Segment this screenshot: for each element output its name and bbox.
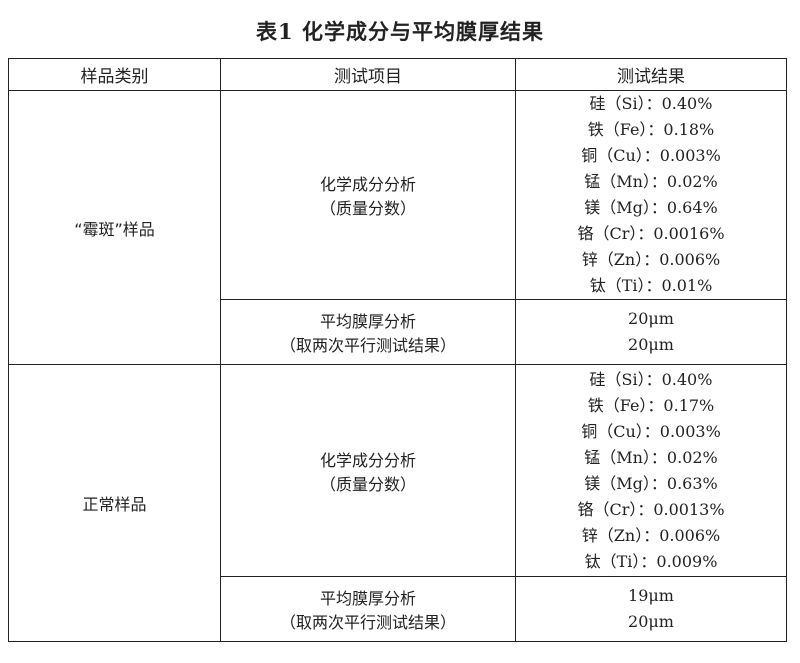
- result-cell: 19μm 20μm: [515, 576, 787, 642]
- result-line: 锰（Mn）：0.02%: [584, 447, 718, 467]
- result-line: 20μm: [628, 309, 674, 328]
- item-label: 平均膜厚分析: [319, 589, 416, 608]
- result-line: 钛（Ti）：0.01%: [589, 276, 713, 295]
- test-item-cell: 平均膜厚分析 （取两次平行测试结果）: [220, 299, 516, 365]
- header-result: 测试结果: [515, 58, 787, 91]
- result-line: 19μm: [628, 586, 674, 605]
- result-line: 镁（Mg）：0.64%: [584, 198, 718, 217]
- result-line: 铁（Fe）：0.17%: [587, 395, 715, 415]
- result-line: 20μm: [628, 612, 674, 631]
- result-line: 钛（Ti）：0.009%: [584, 551, 718, 571]
- result-cell: 硅（Si）：0.40% 铁（Fe）：0.17% 铜（Cu）：0.003% 锰（M…: [515, 364, 787, 577]
- header-test-item: 测试项目: [220, 58, 516, 91]
- result-line: 铜（Cu）：0.003%: [581, 146, 721, 165]
- item-sublabel: （质量分数）: [319, 474, 416, 494]
- item-sublabel: （取两次平行测试结果）: [279, 613, 456, 632]
- result-line: 硅（Si）：0.40%: [589, 94, 713, 113]
- table-row: 正常样品 化学成分分析 （质量分数） 硅（Si）：0.40% 铁（Fe）：0.1…: [8, 364, 787, 642]
- item-label: 化学成分分析: [319, 450, 416, 470]
- result-line: 20μm: [628, 335, 674, 354]
- category-cell: 正常样品: [8, 364, 221, 642]
- test-item-cell: 平均膜厚分析 （取两次平行测试结果）: [220, 576, 516, 642]
- result-line: 铁（Fe）：0.18%: [587, 120, 715, 139]
- item-sublabel: （取两次平行测试结果）: [279, 336, 456, 355]
- result-line: 镁（Mg）：0.63%: [584, 473, 718, 493]
- result-line: 铬（Cr）：0.0016%: [577, 224, 725, 243]
- header-row: 样品类别 测试项目 测试结果: [8, 58, 787, 91]
- header-category: 样品类别: [8, 58, 221, 91]
- test-item-cell: 化学成分分析 （质量分数）: [220, 364, 516, 577]
- result-line: 锌（Zn）：0.006%: [581, 250, 721, 269]
- item-label: 化学成分分析: [319, 175, 416, 194]
- category-cell: “霉斑”样品: [8, 90, 221, 365]
- test-item-cell: 化学成分分析 （质量分数）: [220, 90, 516, 300]
- item-sublabel: （质量分数）: [319, 199, 416, 218]
- result-line: 铬（Cr）：0.0013%: [577, 499, 725, 519]
- result-line: 锌（Zn）：0.006%: [581, 525, 721, 545]
- item-label: 平均膜厚分析: [319, 312, 416, 331]
- result-line: 锰（Mn）：0.02%: [584, 172, 718, 191]
- table-row: “霉斑”样品 化学成分分析 （质量分数） 硅（Si）：0.40% 铁（Fe）：0…: [8, 90, 787, 365]
- table-row: 平均膜厚分析 （取两次平行测试结果） 19μm 20μm: [9, 576, 787, 642]
- result-cell: 20μm 20μm: [515, 299, 787, 365]
- result-line: 硅（Si）：0.40%: [589, 369, 713, 389]
- table-title: 表1 化学成分与平均膜厚结果: [256, 19, 544, 44]
- results-table: 样品类别 测试项目 测试结果 “霉斑”样品 化学成分分析 （质量分数） 硅（Si…: [8, 58, 787, 642]
- table-row: 平均膜厚分析 （取两次平行测试结果） 20μm 20μm: [9, 299, 787, 365]
- result-cell: 硅（Si）：0.40% 铁（Fe）：0.18% 铜（Cu）：0.003% 锰（M…: [515, 90, 787, 300]
- result-line: 铜（Cu）：0.003%: [581, 421, 721, 441]
